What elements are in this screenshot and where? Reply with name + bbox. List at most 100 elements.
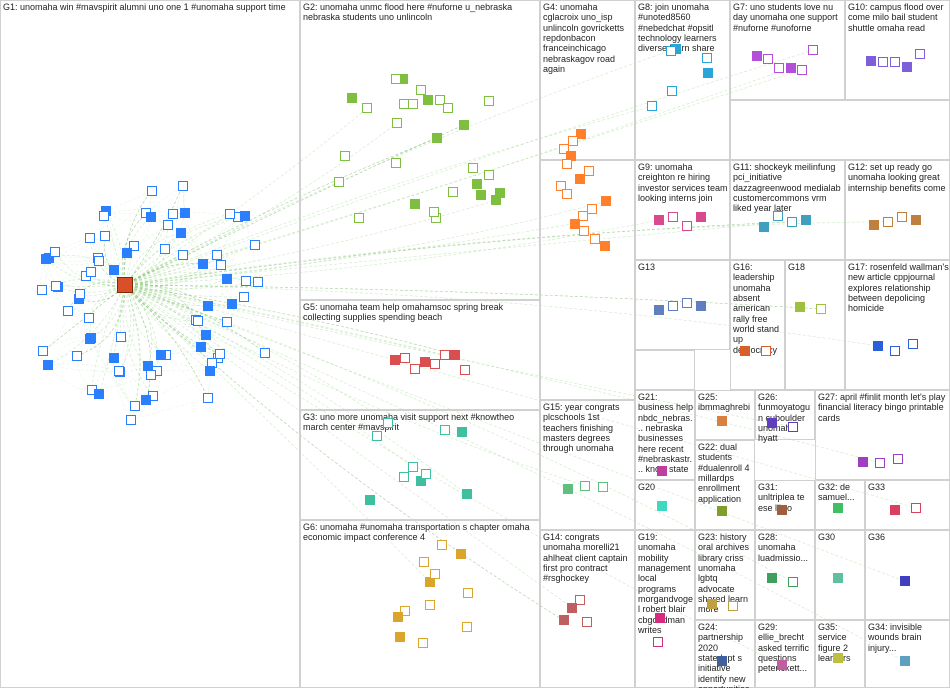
node-g7 (774, 63, 784, 73)
node-g10 (915, 49, 925, 59)
node-g1 (222, 274, 232, 284)
node-g2 (468, 163, 478, 173)
node-g1 (116, 332, 126, 342)
node-g29 (777, 660, 787, 670)
group-label-g18: G18 (786, 261, 846, 273)
node-g2 (432, 133, 442, 143)
node-g1 (41, 254, 51, 264)
group-label-g26: G26: funmoyatogun cuboulder unomaha hyat… (756, 391, 816, 445)
node-g17 (890, 346, 900, 356)
group-label-g5: G5: unomaha team help omahamsoc spring b… (301, 301, 541, 324)
group-label-g28: G28: unomaha luadmissio... (756, 531, 816, 564)
group-label-g17: G17: rosenfeld wallman's new article cpp… (846, 261, 950, 315)
node-g4 (575, 174, 585, 184)
node-g36 (900, 576, 910, 586)
node-g1 (212, 250, 222, 260)
node-g4 (578, 211, 588, 221)
group-cell-g36 (865, 530, 950, 620)
node-g1 (114, 366, 124, 376)
group-label-g32: G32: de samuel... (816, 481, 866, 504)
group-label-g15: G15: year congrats plcschools 1st teache… (541, 401, 636, 455)
node-g8 (703, 68, 713, 78)
node-g26 (788, 422, 798, 432)
node-g1 (201, 330, 211, 340)
group-cell-g2 (300, 0, 540, 300)
group-label-g34: G34: invisible wounds brain injury... (866, 621, 950, 654)
node-g1 (241, 276, 251, 286)
node-g6 (419, 557, 429, 567)
node-g3 (457, 427, 467, 437)
node-g6 (456, 549, 466, 559)
node-g35 (833, 653, 843, 663)
node-g9 (682, 221, 692, 231)
node-g1 (222, 317, 232, 327)
group-label-g8: G8: join unomaha #unoted8560 #nebedchat … (636, 1, 731, 55)
node-g17 (873, 341, 883, 351)
group-cell-g9b (635, 350, 695, 390)
node-g2 (347, 93, 357, 103)
group-label-g3: G3: uno more unomaha visit support next … (301, 411, 541, 434)
group-cell-g7b (730, 100, 950, 160)
node-g1 (122, 248, 132, 258)
node-g4 (576, 129, 586, 139)
group-label-g2: G2: unomaha unmc flood here #nuforne u_n… (301, 1, 541, 24)
node-g1 (156, 350, 166, 360)
node-g4 (579, 226, 589, 236)
group-label-g13: G13 (636, 261, 731, 273)
node-g2 (334, 177, 344, 187)
node-g27 (858, 457, 868, 467)
node-g4 (562, 159, 572, 169)
node-g7 (752, 51, 762, 61)
group-cell-g1 (0, 0, 300, 688)
node-g2 (495, 188, 505, 198)
node-g6 (463, 588, 473, 598)
node-g2 (354, 213, 364, 223)
node-g1 (180, 208, 190, 218)
node-g1 (50, 247, 60, 257)
node-g10 (866, 56, 876, 66)
node-g6 (393, 612, 403, 622)
group-label-g27: G27: april #finlit month let's play fina… (816, 391, 950, 424)
node-g2 (443, 103, 453, 113)
node-g11 (759, 222, 769, 232)
node-g8 (647, 101, 657, 111)
node-g13 (696, 301, 706, 311)
node-g14 (567, 603, 577, 613)
node-g1 (225, 209, 235, 219)
node-g1 (216, 260, 226, 270)
node-g1 (94, 256, 104, 266)
node-g1 (203, 393, 213, 403)
node-g7 (797, 65, 807, 75)
node-g21 (657, 466, 667, 476)
node-g4 (601, 196, 611, 206)
node-g5 (440, 350, 450, 360)
node-g2 (472, 179, 482, 189)
node-g2 (416, 85, 426, 95)
node-g14 (582, 617, 592, 627)
node-g5 (390, 355, 400, 365)
node-g1 (146, 370, 156, 380)
node-g26 (767, 418, 777, 428)
node-g1 (37, 285, 47, 295)
node-g2 (423, 95, 433, 105)
node-g10 (902, 62, 912, 72)
group-label-g9: G9: unomaha creighton re hiring investor… (636, 161, 731, 204)
node-g1 (203, 301, 213, 311)
group-label-g23: G23: history oral archives library criss… (696, 531, 756, 616)
node-g13 (654, 305, 664, 315)
node-g1 (163, 220, 173, 230)
node-g14 (559, 615, 569, 625)
node-g1 (198, 259, 208, 269)
node-g1 (205, 366, 215, 376)
node-g1 (239, 292, 249, 302)
node-g3 (440, 425, 450, 435)
node-g3 (383, 418, 393, 428)
node-g12 (883, 217, 893, 227)
group-label-g10: G10: campus flood over come milo bail st… (846, 1, 950, 34)
node-g16 (740, 346, 750, 356)
node-g3 (421, 469, 431, 479)
node-g1 (130, 401, 140, 411)
node-g1 (51, 281, 61, 291)
node-g1 (253, 277, 263, 287)
node-g27 (893, 454, 903, 464)
